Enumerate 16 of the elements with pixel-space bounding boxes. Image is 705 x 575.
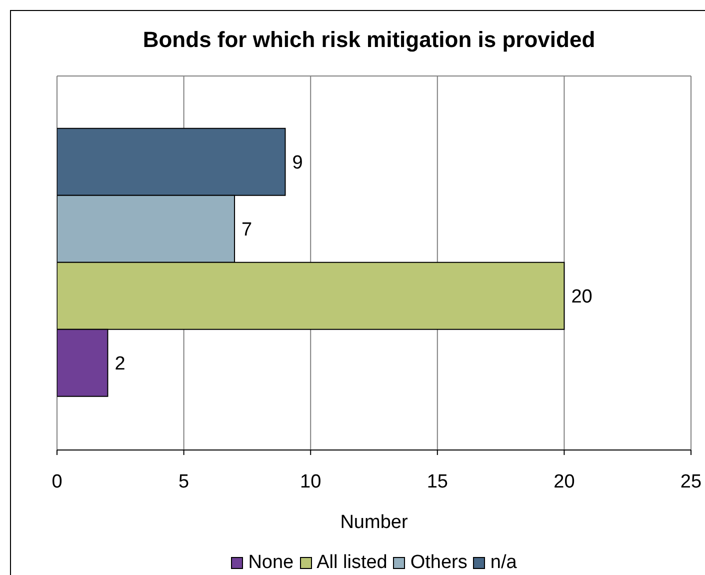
data-label: 9 [292, 152, 303, 174]
x-tick-label: 25 [680, 471, 702, 492]
legend-label: All listed [316, 552, 388, 574]
x-tick-label: 0 [52, 471, 62, 492]
data-label: 20 [571, 286, 592, 308]
data-label: 2 [114, 354, 126, 375]
x-tick-label: 20 [554, 471, 575, 492]
x-tick-label: 5 [178, 471, 190, 492]
chart-title: Bonds for which risk mitigation is provided [142, 27, 596, 52]
legend-label: n/a [490, 552, 517, 574]
data-label: 7 [242, 220, 252, 241]
x-tick-label: 10 [300, 471, 322, 492]
legend-label: None [248, 552, 294, 574]
x-tick-label: 15 [426, 471, 448, 492]
legend-label: Others [410, 552, 468, 574]
x-axis-title: Number [340, 512, 408, 533]
